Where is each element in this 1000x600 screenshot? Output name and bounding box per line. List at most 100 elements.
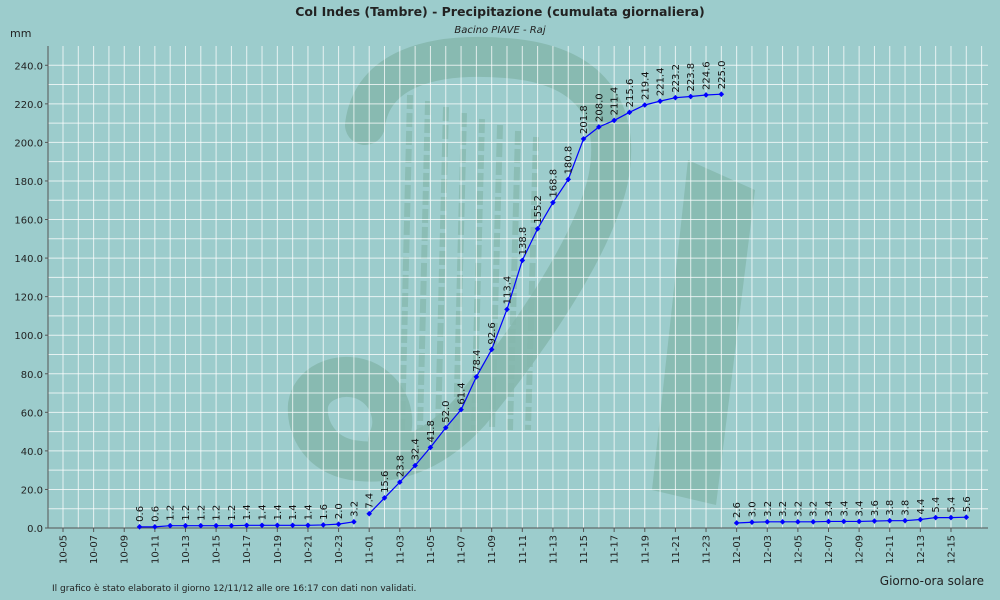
x-tick-label: 10-13: [181, 535, 192, 564]
data-point: [335, 521, 342, 527]
data-point: [320, 522, 327, 528]
data-point: [611, 117, 617, 124]
data-label: 92.6: [487, 322, 498, 344]
y-tick-label: 60.0: [21, 408, 43, 419]
x-tick-label: 11-11: [518, 535, 529, 564]
data-label: 5.6: [962, 496, 973, 512]
data-label: 3.4: [855, 501, 866, 517]
harp-arc-shape: [287, 36, 632, 482]
data-point: [381, 495, 388, 501]
data-label: 61.4: [457, 382, 468, 404]
data-point: [580, 136, 587, 142]
data-point: [672, 94, 679, 101]
data-label: 3.2: [763, 501, 774, 517]
data-point: [550, 199, 556, 206]
data-label: 201.8: [579, 105, 590, 134]
x-tick-label: 11-17: [610, 535, 621, 564]
x-tick-label: 10-17: [242, 535, 253, 564]
data-point: [243, 522, 250, 529]
data-label: 3.2: [793, 501, 804, 517]
data-point: [764, 519, 771, 525]
data-label: 3.2: [778, 501, 789, 517]
x-tick-label: 11-19: [640, 535, 651, 564]
data-label: 32.4: [411, 438, 422, 460]
data-label: 168.8: [548, 169, 559, 198]
data-point: [703, 92, 709, 98]
data-point: [504, 306, 510, 313]
data-point: [825, 518, 832, 525]
data-point: [397, 479, 403, 485]
data-label: 78.4: [472, 350, 483, 372]
x-tick-label: 10-07: [89, 535, 100, 564]
data-point: [565, 176, 572, 183]
harp-string-shape: [453, 112, 467, 431]
data-label: 225.0: [717, 61, 728, 90]
y-tick-label: 240.0: [14, 61, 43, 72]
data-label: 1.4: [258, 504, 269, 520]
x-tick-label: 11-21: [671, 535, 682, 564]
data-label: 3.8: [885, 500, 896, 516]
data-label: 2.6: [732, 502, 743, 518]
data-point: [917, 516, 924, 523]
y-tick-label: 200.0: [14, 138, 43, 149]
data-point: [749, 519, 755, 526]
y-tick-label: 180.0: [14, 177, 43, 188]
x-tick-label: 12-01: [732, 535, 743, 564]
data-point: [902, 517, 908, 524]
data-label: 3.4: [839, 501, 850, 517]
data-point: [519, 257, 526, 264]
data-label: 221.4: [656, 68, 667, 97]
data-label: 3.6: [870, 500, 881, 516]
x-tick-label: 12-05: [793, 535, 804, 564]
data-label: 1.6: [319, 504, 330, 520]
harp-string-shape: [417, 100, 431, 431]
x-tick-label: 12-13: [916, 535, 927, 564]
data-label: 180.8: [564, 146, 575, 175]
y-tick-label: 0.0: [27, 524, 43, 535]
y-tick-label: 140.0: [14, 254, 43, 265]
data-point: [289, 522, 296, 529]
data-label: 2.0: [334, 503, 345, 519]
x-tick-label: 10-21: [303, 535, 314, 564]
data-point: [856, 518, 862, 525]
x-tick-label: 11-23: [702, 535, 713, 564]
data-point: [167, 522, 173, 529]
x-tick-label: 10-15: [212, 535, 223, 564]
x-tick-label: 12-03: [763, 535, 774, 564]
data-point: [228, 522, 235, 529]
x-tick-label: 11-01: [365, 535, 376, 564]
data-label: 1.2: [212, 505, 223, 521]
data-point: [427, 444, 434, 451]
harp-pillar-shape: [652, 160, 755, 505]
data-label: 1.4: [242, 504, 253, 520]
data-point: [197, 522, 204, 529]
data-point: [795, 519, 801, 525]
data-point: [596, 124, 602, 130]
data-point: [810, 519, 816, 525]
x-tick-label: 12-09: [855, 535, 866, 564]
data-label: 1.2: [166, 505, 177, 521]
data-label: 1.4: [303, 504, 314, 520]
data-label: 113.4: [502, 276, 513, 305]
data-point: [473, 374, 480, 380]
data-label: 0.6: [150, 506, 161, 522]
chart-title: Col Indes (Tambre) - Precipitazione (cum…: [295, 4, 705, 19]
data-point: [657, 98, 663, 104]
y-tick-label: 160.0: [14, 216, 43, 227]
data-point: [259, 522, 265, 529]
data-label: 223.2: [671, 64, 682, 93]
x-tick-label: 11-13: [548, 535, 559, 564]
harp-string-shape: [525, 136, 539, 431]
data-label: 1.4: [273, 504, 284, 520]
x-tick-label: 10-05: [59, 535, 70, 564]
data-point: [351, 519, 357, 525]
data-point: [213, 522, 219, 529]
x-tick-label: 10-09: [120, 535, 131, 564]
data-point: [442, 424, 449, 431]
data-label: 138.8: [518, 227, 529, 256]
data-label: 5.4: [946, 497, 957, 513]
harp-string-shape: [399, 94, 413, 431]
data-label: 155.2: [533, 195, 544, 224]
